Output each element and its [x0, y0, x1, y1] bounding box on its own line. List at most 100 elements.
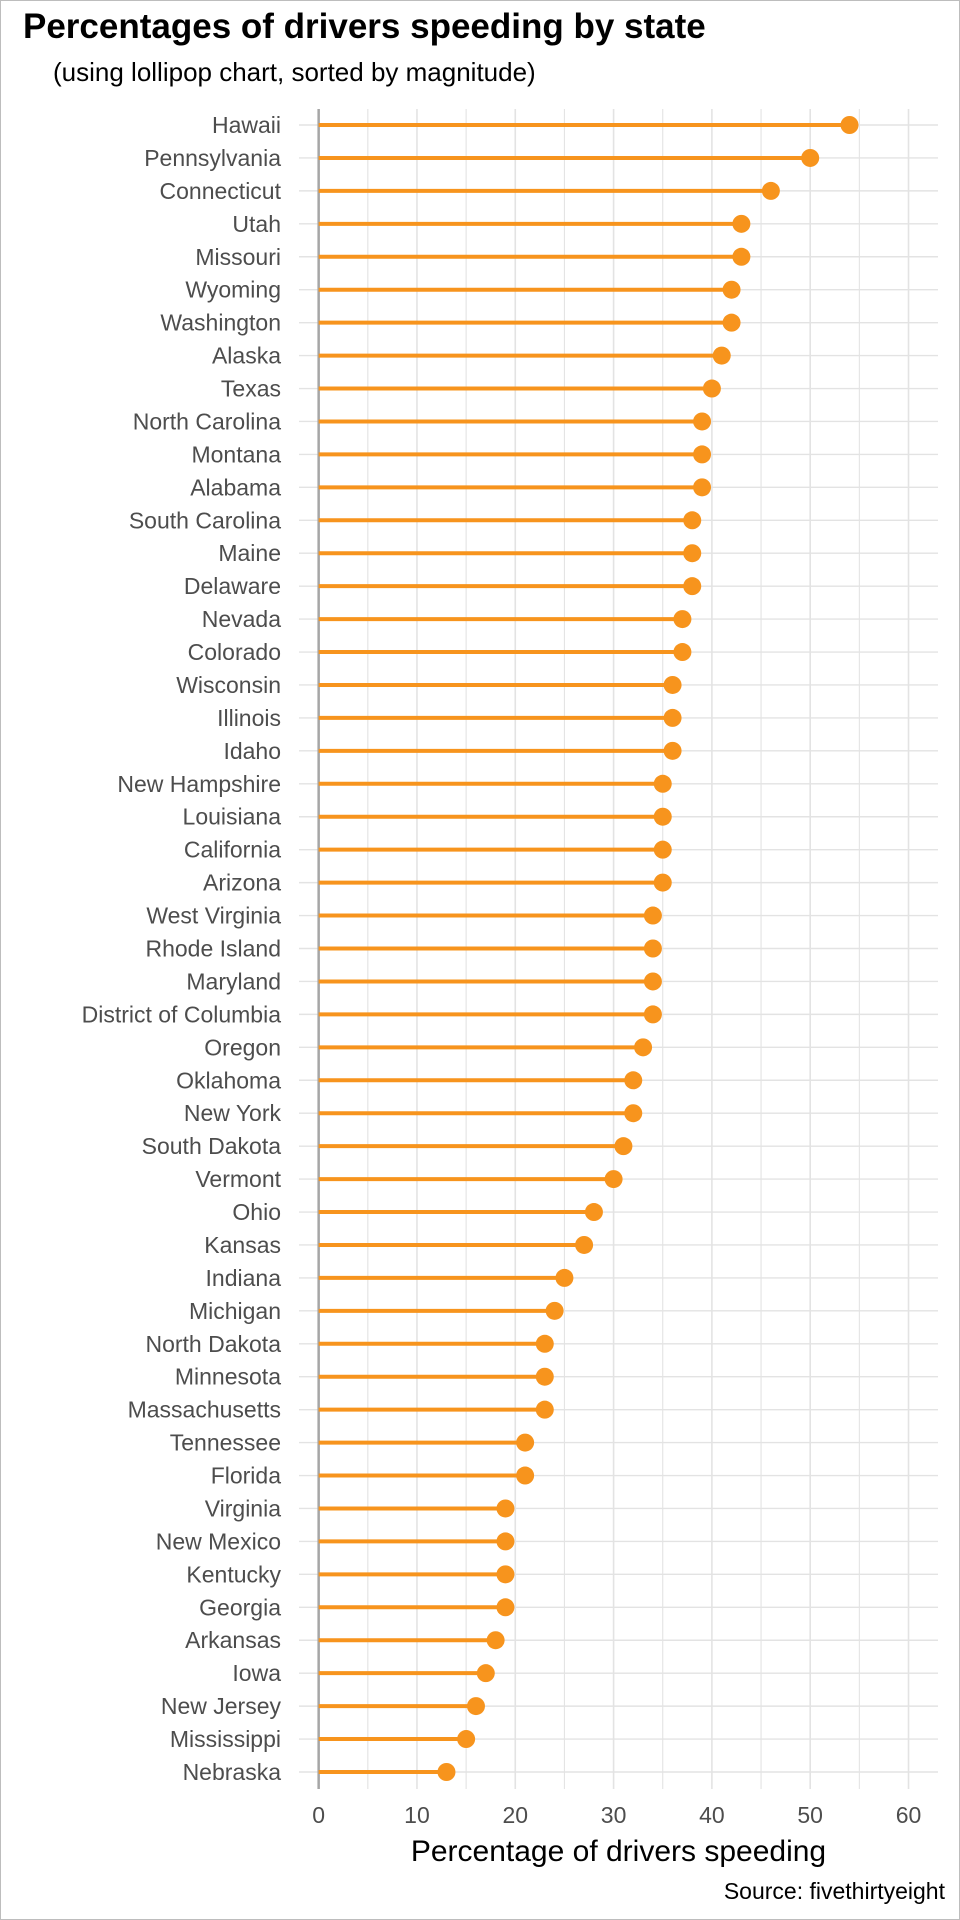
category-label: Louisiana — [183, 804, 282, 830]
category-label: Illinois — [217, 705, 281, 731]
lollipop-point — [663, 741, 682, 760]
lollipop-point — [516, 1433, 535, 1452]
chart-subtitle: (using lollipop chart, sorted by magnitu… — [53, 57, 536, 87]
category-label: Montana — [191, 441, 281, 467]
category-label: Virginia — [205, 1495, 281, 1521]
category-label: Minnesota — [175, 1364, 281, 1390]
lollipop-point — [466, 1697, 485, 1716]
lollipop-point — [496, 1598, 515, 1617]
category-labels: Hawaii Pennsylvania Connecticut Utah Missour… — [82, 112, 282, 1785]
category-label: Utah — [232, 211, 281, 237]
lollipop-point — [663, 708, 682, 727]
x-tick-label: 0 — [312, 1802, 325, 1828]
category-label: Wyoming — [185, 277, 281, 303]
category-label: Texas — [221, 376, 281, 402]
lollipop-point — [535, 1367, 554, 1386]
lollipop-point — [673, 610, 692, 629]
lollipop-point — [457, 1730, 476, 1749]
category-label: New Hampshire — [117, 771, 281, 797]
category-label: South Dakota — [142, 1133, 282, 1159]
lollipop-point — [624, 1104, 643, 1123]
x-tick-labels: 0 10 20 30 40 50 60 — [312, 1802, 921, 1828]
lollipop-point — [673, 643, 692, 662]
category-label: Iowa — [232, 1660, 281, 1686]
lollipop-point — [437, 1763, 456, 1781]
category-label: Massachusetts — [128, 1397, 281, 1423]
lollipop-point — [624, 1071, 643, 1090]
category-label: Oklahoma — [176, 1067, 281, 1093]
category-label: Alaska — [212, 343, 281, 369]
category-label: Mississippi — [170, 1726, 281, 1752]
lollipop-marks — [318, 116, 859, 1781]
category-label: Vermont — [195, 1166, 281, 1192]
lollipop-point — [693, 412, 712, 431]
category-label: North Carolina — [133, 408, 281, 434]
category-label: Georgia — [199, 1594, 281, 1620]
lollipop-point — [643, 1005, 662, 1024]
lollipop-point — [653, 774, 672, 793]
x-tick-label: 50 — [797, 1802, 823, 1828]
lollipop-point — [643, 972, 662, 991]
category-label: Rhode Island — [145, 936, 281, 962]
x-axis-title: Percentage of drivers speeding — [411, 1835, 826, 1868]
lollipop-point — [732, 247, 751, 266]
lollipop-point — [663, 675, 682, 694]
lollipop-point — [516, 1466, 535, 1485]
lollipop-point — [545, 1301, 564, 1320]
category-label: Ohio — [232, 1199, 281, 1225]
chart-title: Percentages of drivers speeding by state — [23, 7, 706, 46]
category-label: Washington — [160, 310, 281, 336]
lollipop-point — [535, 1334, 554, 1353]
lollipop-point — [496, 1499, 515, 1518]
lollipop-point — [683, 544, 702, 563]
lollipop-point — [722, 313, 741, 332]
x-tick-label: 60 — [896, 1802, 922, 1828]
lollipop-point — [496, 1565, 515, 1584]
lollipop-point — [575, 1235, 594, 1254]
x-tick-label: 20 — [502, 1802, 528, 1828]
lollipop-point — [476, 1664, 495, 1683]
category-label: North Dakota — [145, 1331, 281, 1357]
category-label: Maine — [218, 540, 281, 566]
category-label: South Carolina — [129, 507, 281, 533]
category-label: Pennsylvania — [144, 145, 281, 171]
category-label: Maryland — [186, 968, 281, 994]
category-label: New York — [184, 1100, 282, 1126]
x-tick-label: 10 — [404, 1802, 430, 1828]
lollipop-point — [535, 1400, 554, 1419]
x-tick-label: 30 — [601, 1802, 627, 1828]
lollipop-point — [634, 1038, 653, 1057]
category-label: Alabama — [190, 474, 281, 500]
category-label: Oregon — [204, 1034, 281, 1060]
lollipop-point — [555, 1268, 574, 1287]
lollipop-point — [486, 1631, 505, 1650]
lollipop-point — [496, 1532, 515, 1551]
lollipop-point — [653, 807, 672, 826]
lollipop-point — [643, 939, 662, 958]
category-label: Wisconsin — [176, 672, 281, 698]
lollipop-point — [683, 577, 702, 596]
category-label: Nebraska — [183, 1759, 282, 1785]
category-label: Delaware — [184, 573, 281, 599]
lollipop-point — [761, 181, 780, 200]
category-label: New Mexico — [156, 1528, 281, 1554]
lollipop-point — [653, 873, 672, 892]
lollipop-point — [643, 906, 662, 925]
lollipop-point — [712, 346, 731, 365]
lollipop-point — [693, 445, 712, 464]
x-tick-label: 40 — [699, 1802, 725, 1828]
category-label: Idaho — [223, 738, 281, 764]
lollipop-point — [683, 511, 702, 530]
lollipop-point — [722, 280, 741, 299]
category-label: Indiana — [206, 1265, 282, 1291]
lollipop-point — [604, 1170, 623, 1189]
source-caption: Source: fivethirtyeight — [724, 1878, 946, 1904]
category-label: California — [184, 837, 281, 863]
category-label: Arkansas — [185, 1627, 281, 1653]
lollipop-point — [702, 379, 721, 398]
category-label: Tennessee — [170, 1430, 281, 1456]
category-label: West Virginia — [146, 903, 281, 929]
category-label: Kansas — [204, 1232, 281, 1258]
